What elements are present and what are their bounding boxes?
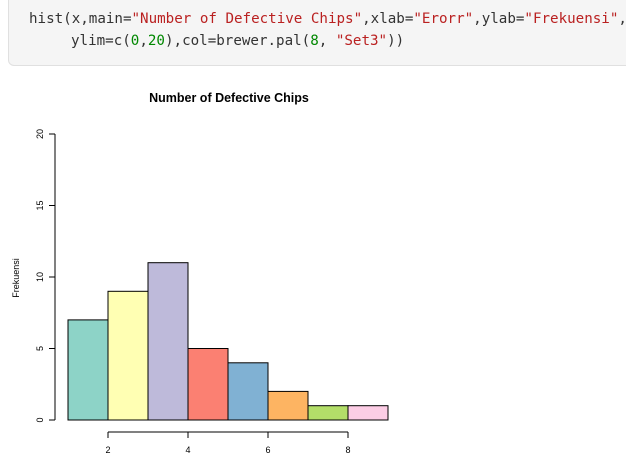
code-number: 0 — [130, 33, 140, 49]
code-col: ),col=brewer.pal( — [164, 33, 311, 49]
histogram-bar — [307, 405, 349, 421]
code-ylab-string: "Frekuensi" — [524, 11, 619, 27]
y-tick-label: 5 — [35, 346, 45, 351]
code-sep: ,ylab= — [473, 11, 525, 27]
code-number: 8 — [310, 33, 319, 49]
code-sep: ,xlab= — [362, 11, 414, 27]
y-tick-label: 10 — [35, 272, 45, 282]
code-tail: , — [618, 11, 626, 27]
code-end: )) — [387, 33, 405, 49]
code-xlab-string: "Erorr" — [413, 11, 474, 27]
code-ylim: ylim=c( — [71, 33, 131, 49]
histogram-svg: Number of Defective Chips Frekuensi 0 5 10… — [11, 91, 389, 455]
x-axis: 2 4 6 8 — [105, 431, 351, 455]
code-fn: hist(x,main= — [29, 11, 132, 27]
histogram-bar — [267, 390, 309, 421]
x-tick-label: 2 — [105, 445, 110, 455]
bars-group — [67, 262, 389, 421]
y-axis: 0 5 10 15 20 — [35, 129, 56, 423]
code-comma: , — [139, 33, 148, 49]
x-tick-label: 6 — [265, 445, 270, 455]
x-tick-label: 4 — [185, 445, 190, 455]
histogram-bar — [67, 319, 109, 421]
histogram-bar — [147, 262, 189, 421]
y-axis-label: Frekuensi — [11, 258, 21, 298]
y-tick-label: 0 — [35, 417, 45, 422]
code-cell[interactable]: hist(x,main="Number of Defective Chips",… — [8, 0, 626, 66]
x-tick-label: 8 — [345, 445, 350, 455]
histogram-plot: Number of Defective Chips Frekuensi 0 5 10… — [0, 80, 430, 466]
code-number: 20 — [147, 33, 165, 49]
histogram-bar — [187, 348, 229, 421]
code-line-2: ylim=c(0,20),col=brewer.pal(8, "Set3")) — [71, 33, 404, 49]
histogram-bar — [107, 290, 149, 421]
y-tick-label: 20 — [35, 129, 45, 139]
histogram-bar — [227, 362, 269, 421]
histogram-bar — [347, 405, 389, 421]
code-set-string: "Set3" — [335, 33, 388, 49]
y-tick-label: 15 — [35, 200, 45, 210]
code-line-1: hist(x,main="Number of Defective Chips",… — [29, 11, 626, 27]
code-sep: , — [318, 33, 336, 49]
code-main-string: "Number of Defective Chips" — [131, 11, 363, 27]
chart-title: Number of Defective Chips — [149, 91, 309, 105]
